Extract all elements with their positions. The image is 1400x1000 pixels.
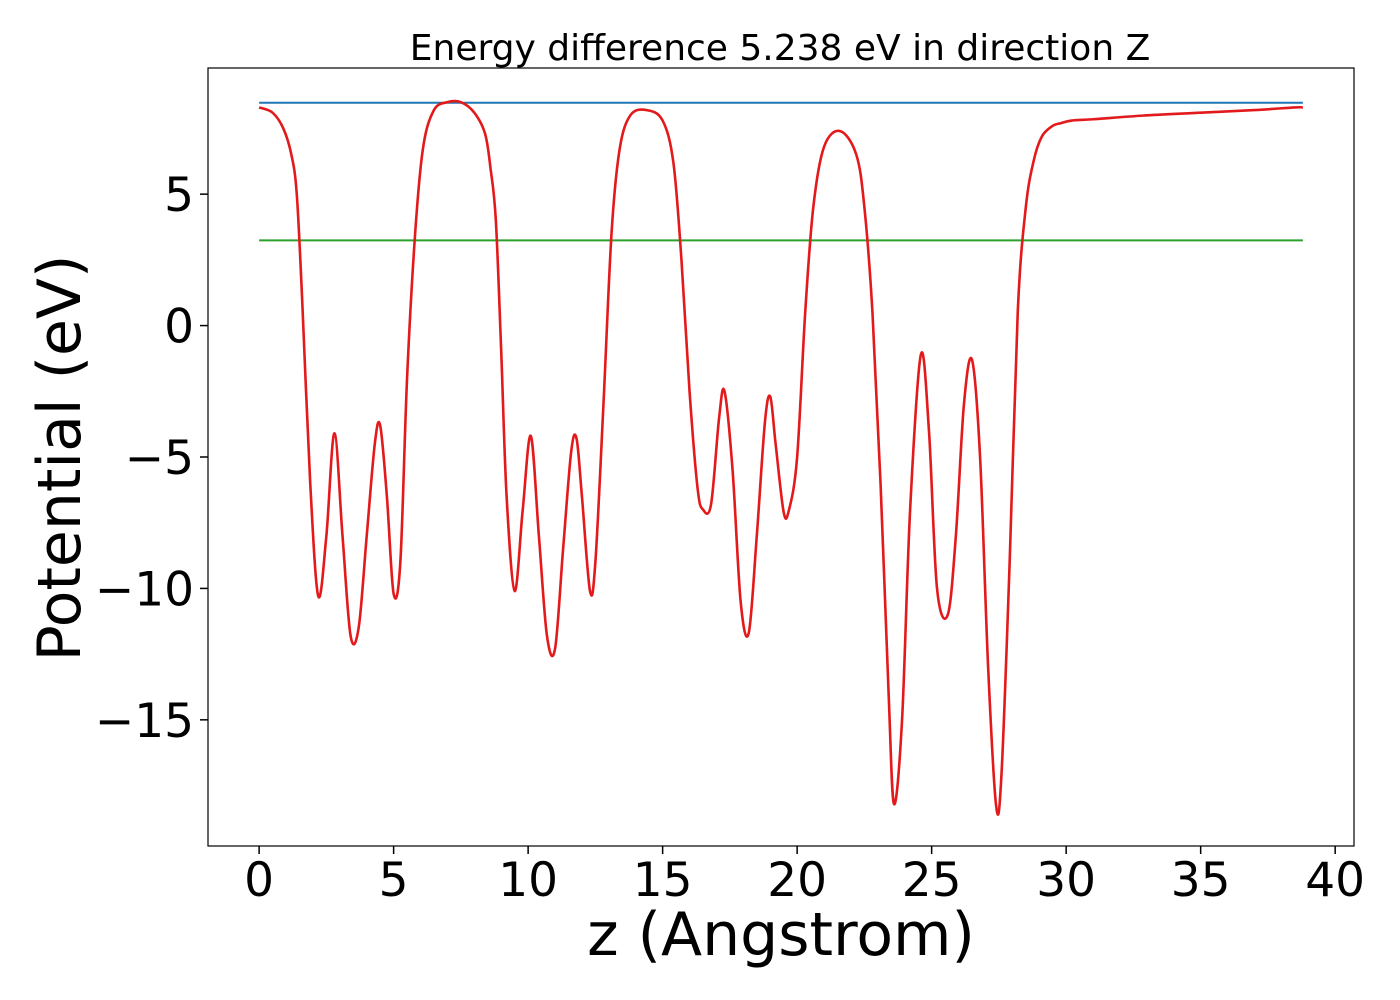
y-tick-label: 0	[164, 300, 194, 355]
y-axis-label: Potential (eV)	[25, 255, 95, 662]
x-tick-label: 25	[902, 853, 962, 908]
y-tick-label: −10	[95, 562, 194, 617]
x-tick-label: 20	[767, 853, 827, 908]
y-tick-label: −15	[95, 694, 194, 749]
x-tick-label: 10	[498, 853, 558, 908]
x-tick-label: 40	[1305, 853, 1365, 908]
x-tick-label: 5	[379, 853, 409, 908]
plot-lines	[258, 99, 1303, 816]
x-axis-label: z (Angstrom)	[587, 900, 975, 970]
x-tick-label: 30	[1036, 853, 1096, 908]
potential-series-line	[258, 99, 1303, 816]
chart-title: Energy difference 5.238 eV in direction …	[410, 28, 1151, 69]
x-tick-label: 35	[1171, 853, 1231, 908]
y-tick-label: −5	[125, 431, 194, 486]
plot-frame	[207, 67, 1355, 847]
y-axis-ticks: 5 0 −5 −10 −15	[95, 168, 208, 749]
x-tick-label: 15	[633, 853, 693, 908]
y-tick-label: 5	[164, 168, 194, 223]
x-tick-label: 0	[244, 853, 274, 908]
x-axis-ticks: 0 5 10 15 20 25 30 35 40	[244, 846, 1365, 908]
